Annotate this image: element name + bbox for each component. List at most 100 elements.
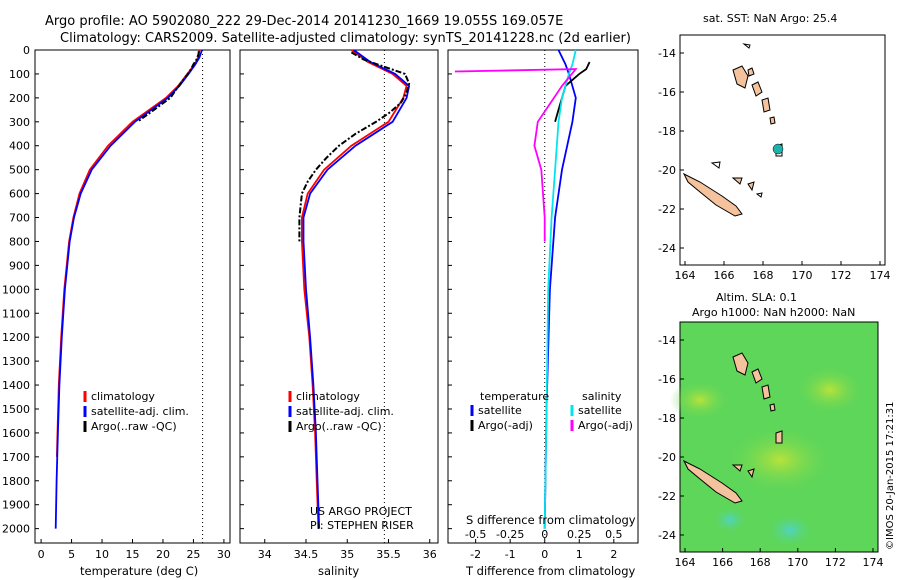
map-lon-label: 166 xyxy=(714,269,735,282)
map-lon-label: 170 xyxy=(792,269,813,282)
x-tick-label: 1 xyxy=(576,548,583,561)
depth-tick-label: 1700 xyxy=(2,451,30,464)
depth-tick-label: 300 xyxy=(9,116,30,129)
depth-tick-label: 400 xyxy=(9,140,30,153)
map-lat-label: -20 xyxy=(658,451,676,464)
map-top-title: sat. SST: NaN Argo: 25.4 xyxy=(703,12,837,25)
series-line-2 xyxy=(302,49,411,529)
depth-axis: 0 100 200 300 400 500 600 700 800 900 1000 1100 1200… xyxy=(2,44,30,536)
sdiff-xlabel: S difference from climatology xyxy=(466,513,636,527)
difference-panel-frame xyxy=(447,49,639,544)
series-line-3 xyxy=(298,51,411,242)
map-bottom-ticks: 164 166 168 170 172 174 -14 -16 -18 -20 -22 -24 xyxy=(658,334,883,569)
map-lat-label: -16 xyxy=(658,373,676,386)
legend-label: Argo(..raw -QC) xyxy=(296,420,382,433)
map-lat-label: -18 xyxy=(658,125,676,138)
x-top-tick-label: 0.25 xyxy=(567,528,592,541)
map-top-coastlines xyxy=(682,43,784,217)
legend-label: climatology xyxy=(296,390,360,403)
salinity-panel-frame xyxy=(239,49,439,544)
x-tick-label: 34.5 xyxy=(294,548,319,561)
x-tick-label: -1 xyxy=(505,548,516,561)
x-tick-label: 35.5 xyxy=(376,548,401,561)
watermark: ©IMOS 20-Jan-2015 17:21:31 xyxy=(885,402,896,550)
depth-tick-label: 200 xyxy=(9,92,30,105)
map-lon-label: 164 xyxy=(675,556,696,569)
map-lon-label: 174 xyxy=(870,269,891,282)
x-top-tick-label: 0.5 xyxy=(605,528,623,541)
x-tick-label: 0 xyxy=(38,548,45,561)
x-tick-label: 34 xyxy=(258,548,272,561)
series-line-4 xyxy=(454,68,578,242)
header-line1: Argo profile: AO 5902080_222 29-Dec-2014… xyxy=(45,14,563,29)
map-lat-label: -20 xyxy=(658,164,676,177)
x-tick-label: 30 xyxy=(217,548,231,561)
map-lon-label: 174 xyxy=(863,556,884,569)
depth-tick-label: 1200 xyxy=(2,331,30,344)
map-lat-label: -18 xyxy=(658,412,676,425)
depth-tick-label: 700 xyxy=(9,212,30,225)
legend-label: salinity xyxy=(582,390,622,403)
map-bottom-title1: Altim. SLA: 0.1 xyxy=(716,291,797,304)
legend-label: satellite xyxy=(478,404,522,417)
map-bottom-title2: Argo h1000: NaN h2000: NaN xyxy=(692,306,855,319)
x-tick-label: 36 xyxy=(423,548,437,561)
map-lon-label: 170 xyxy=(787,556,808,569)
map-lat-label: -14 xyxy=(658,47,676,60)
tdiff-xlabel: T difference from climatology xyxy=(465,564,636,578)
annotation-line2: PI: STEPHEN RISER xyxy=(310,519,414,532)
x-tick-label: 15 xyxy=(126,548,140,561)
legend-label: satellite-adj. clim. xyxy=(91,405,189,418)
salinity-xlabel: salinity xyxy=(318,564,359,578)
x-top-tick-label: -0.25 xyxy=(496,528,524,541)
series-line-1 xyxy=(543,49,577,529)
depth-tick-label: 1500 xyxy=(2,403,30,416)
map-top-ticks: 164 166 168 170 172 174 -14 -16 -18 -20 -22 -24 xyxy=(658,47,890,282)
x-top-tick-label: -0.5 xyxy=(465,528,486,541)
map-lon-label: 168 xyxy=(750,556,771,569)
x-tick-label: 25 xyxy=(186,548,200,561)
header-line2: Climatology: CARS2009. Satellite-adjuste… xyxy=(60,31,631,46)
depth-tick-label: 600 xyxy=(9,188,30,201)
map-lat-label: -22 xyxy=(658,490,676,503)
map-bottom-coastlines xyxy=(682,352,783,504)
depth-tick-label: 0 xyxy=(23,44,30,57)
map-lon-label: 168 xyxy=(753,269,774,282)
map-lat-label: -24 xyxy=(658,529,676,542)
x-tick-label: -2 xyxy=(470,548,481,561)
map-lon-label: 172 xyxy=(825,556,846,569)
difference-chart: -2-1012-0.5-0.2500.250.5temperaturesatel… xyxy=(448,49,633,561)
x-tick-label: 20 xyxy=(156,548,170,561)
depth-tick-label: 100 xyxy=(9,68,30,81)
depth-tick-label: 800 xyxy=(9,235,30,248)
x-tick-label: 5 xyxy=(68,548,75,561)
depth-tick-label: 1400 xyxy=(2,379,30,392)
annotation-line1: US ARGO PROJECT xyxy=(310,505,412,518)
map-lon-label: 166 xyxy=(712,556,733,569)
legend-label: temperature xyxy=(480,390,549,403)
depth-tick-label: 1000 xyxy=(2,283,30,296)
legend-label: satellite-adj. clim. xyxy=(296,405,394,418)
x-tick-label: 0 xyxy=(541,548,548,561)
temperature-chart: 0 5 10 15 20 25 30 climatology satellite-adj. cl… xyxy=(35,49,231,561)
depth-tick-label: 1300 xyxy=(2,355,30,368)
depth-tick-label: 1100 xyxy=(2,307,30,320)
legend-label: Argo(..raw -QC) xyxy=(91,420,177,433)
legend-label: Argo(-adj) xyxy=(578,419,633,432)
depth-tick-label: 500 xyxy=(9,164,30,177)
series-line-1 xyxy=(300,49,408,529)
map-lat-label: -14 xyxy=(658,334,676,347)
map-lon-label: 172 xyxy=(831,269,852,282)
map-bottom-anomaly-field xyxy=(670,365,865,548)
map-lon-label: 164 xyxy=(675,269,696,282)
legend-label: Argo(-adj) xyxy=(478,419,533,432)
depth-tick-label: 2000 xyxy=(2,523,30,536)
x-tick-label: 35 xyxy=(340,548,354,561)
temperature-xlabel: temperature (deg C) xyxy=(80,564,198,578)
depth-tick-label: 1600 xyxy=(2,427,30,440)
series-line-2 xyxy=(54,49,203,529)
depth-tick-label: 1900 xyxy=(2,499,30,512)
map-lat-label: -16 xyxy=(658,86,676,99)
map-lat-label: -24 xyxy=(658,242,676,255)
